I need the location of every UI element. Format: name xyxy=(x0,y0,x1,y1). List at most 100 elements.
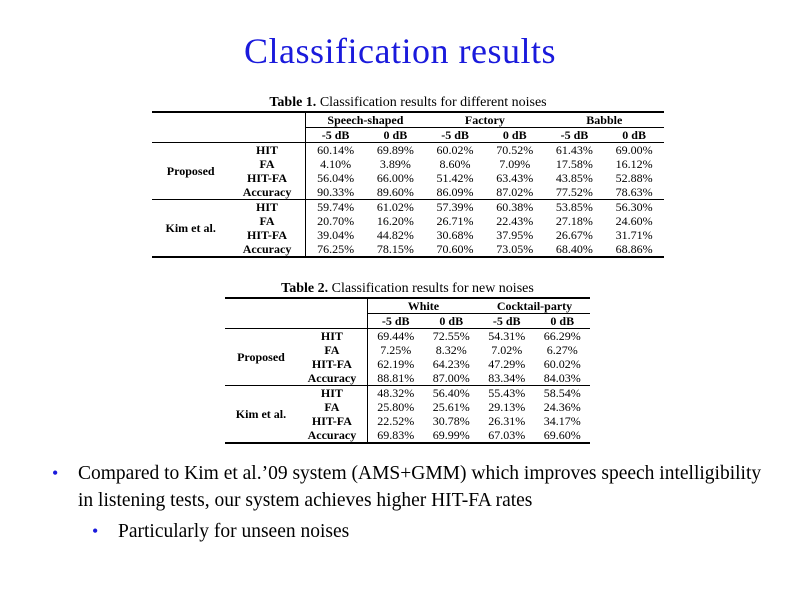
value-cell: 7.25% xyxy=(380,343,412,357)
group-header: Babble xyxy=(544,111,664,128)
value-cell: 44.82% xyxy=(376,228,414,242)
value-cell: 4.10% xyxy=(320,157,352,171)
value-cell: 69.44% xyxy=(367,328,424,343)
value-cell: 57.39% xyxy=(425,199,485,214)
value-cell: 30.68% xyxy=(436,228,474,242)
value-cell: 70.60% xyxy=(425,242,485,258)
table-row: Accuracy 90.33% 89.60% 86.09% 87.02% 77.52% 78… xyxy=(152,185,664,200)
column-header: 0 dB xyxy=(383,128,408,142)
system-name-cell: Kim et al. xyxy=(225,385,297,444)
column-header: -5 dB xyxy=(381,314,410,328)
table2-container: Table 2. Classification results for new … xyxy=(225,280,590,444)
column-header: -5 dB xyxy=(560,128,589,142)
bullet-item-1: • Compared to Kim et al.’09 system (AMS+… xyxy=(52,460,772,514)
table-row: Accuracy 88.81% 87.00% 83.34% 84.03% xyxy=(225,371,590,386)
value-cell: 77.52% xyxy=(555,185,593,199)
value-cell: 7.09% xyxy=(499,157,531,171)
value-cell: 87.02% xyxy=(496,185,534,199)
value-cell: 51.42% xyxy=(436,171,474,185)
table-row: HIT-FA 56.04% 66.00% 51.42% 63.43% 43.85% 52.8… xyxy=(152,171,664,185)
value-cell: 16.20% xyxy=(376,214,414,228)
system-name-cell: Proposed xyxy=(225,328,297,386)
system-name-cell: Kim et al. xyxy=(152,199,230,258)
value-cell: 30.78% xyxy=(432,414,470,428)
corner-cell xyxy=(152,128,229,143)
value-cell: 8.60% xyxy=(439,157,471,171)
table-row: HIT-FA 22.52% 30.78% 26.31% 34.17% xyxy=(225,414,590,428)
metric-cell: FA xyxy=(296,343,368,357)
value-cell: 72.55% xyxy=(423,328,479,343)
value-cell: 54.31% xyxy=(478,328,535,343)
table1-caption-number: Table 1. xyxy=(269,95,317,110)
value-cell: 3.89% xyxy=(379,157,411,171)
metric-cell: HIT xyxy=(296,328,368,343)
value-cell: 55.43% xyxy=(478,385,535,400)
value-cell: 56.04% xyxy=(317,171,355,185)
value-cell: 62.19% xyxy=(377,357,415,371)
value-cell: 25.80% xyxy=(377,400,415,414)
value-cell: 61.02% xyxy=(365,199,426,214)
system-name-cell: Proposed xyxy=(152,142,230,200)
table1: Speech-shaped Factory Babble -5 dB 0 dB -5 dB… xyxy=(152,111,664,258)
value-cell: 47.29% xyxy=(488,357,526,371)
group-header: White xyxy=(367,297,479,314)
metric-cell: HIT-FA xyxy=(296,414,368,428)
value-cell: 39.04% xyxy=(317,228,355,242)
value-cell: 59.74% xyxy=(305,199,366,214)
corner-cell xyxy=(225,314,297,329)
metric-cell: Accuracy xyxy=(296,371,368,386)
column-header: 0 dB xyxy=(550,314,575,328)
table-group-header-row: Speech-shaped Factory Babble xyxy=(152,111,664,128)
value-cell: 69.89% xyxy=(365,142,426,157)
value-cell: 48.32% xyxy=(367,385,424,400)
table-row: FA 25.80% 25.61% 29.13% 24.36% xyxy=(225,400,590,414)
value-cell: 17.58% xyxy=(555,157,593,171)
value-cell: 83.34% xyxy=(488,371,526,385)
corner-cell xyxy=(225,297,297,314)
metric-cell: HIT xyxy=(229,142,306,157)
value-cell: 64.23% xyxy=(432,357,470,371)
value-cell: 69.00% xyxy=(604,142,664,157)
value-cell: 16.12% xyxy=(615,157,653,171)
table-group-header-row: White Cocktail-party xyxy=(225,297,590,314)
value-cell: 26.31% xyxy=(488,414,526,428)
value-cell: 78.63% xyxy=(615,185,653,199)
value-cell: 60.14% xyxy=(305,142,366,157)
value-cell: 8.32% xyxy=(435,343,467,357)
value-cell: 6.27% xyxy=(546,343,578,357)
table2-caption: Table 2. Classification results for new … xyxy=(225,280,590,297)
value-cell: 56.40% xyxy=(423,385,479,400)
bullet-dot-icon: • xyxy=(52,463,59,483)
metric-cell: FA xyxy=(296,400,368,414)
corner-cell xyxy=(229,111,306,128)
value-cell: 26.71% xyxy=(436,214,474,228)
value-cell: 63.43% xyxy=(496,171,534,185)
table-row: FA 7.25% 8.32% 7.02% 6.27% xyxy=(225,343,590,357)
value-cell: 87.00% xyxy=(432,371,470,385)
table-row: Accuracy 69.83% 69.99% 67.03% 69.60% xyxy=(225,428,590,444)
value-cell: 20.70% xyxy=(317,214,355,228)
value-cell: 24.60% xyxy=(615,214,653,228)
metric-cell: HIT-FA xyxy=(229,171,306,185)
value-cell: 84.03% xyxy=(543,371,581,385)
value-cell: 53.85% xyxy=(544,199,605,214)
corner-cell xyxy=(152,111,230,128)
column-header: 0 dB xyxy=(439,314,464,328)
value-cell: 66.29% xyxy=(534,328,590,343)
table-subheader-row: -5 dB 0 dB -5 dB 0 dB xyxy=(225,313,590,329)
value-cell: 60.02% xyxy=(425,142,485,157)
value-cell: 70.52% xyxy=(484,142,545,157)
value-cell: 66.00% xyxy=(376,171,414,185)
table-row: FA 20.70% 16.20% 26.71% 22.43% 27.18% 24.60% xyxy=(152,214,664,228)
value-cell: 58.54% xyxy=(534,385,590,400)
metric-cell: Accuracy xyxy=(229,242,306,258)
metric-cell: HIT xyxy=(229,199,306,214)
value-cell: 34.17% xyxy=(543,414,581,428)
value-cell: 37.95% xyxy=(496,228,534,242)
value-cell: 89.60% xyxy=(376,185,414,199)
group-header: Factory xyxy=(425,111,545,128)
metric-cell: FA xyxy=(229,157,306,171)
table-row: Proposed HIT 60.14% 69.89% 60.02% 70.52% 61.43… xyxy=(152,142,664,200)
table-row: FA 4.10% 3.89% 8.60% 7.09% 17.58% 16.12% xyxy=(152,157,664,171)
table1-caption-text: Classification results for different noi… xyxy=(316,95,547,110)
